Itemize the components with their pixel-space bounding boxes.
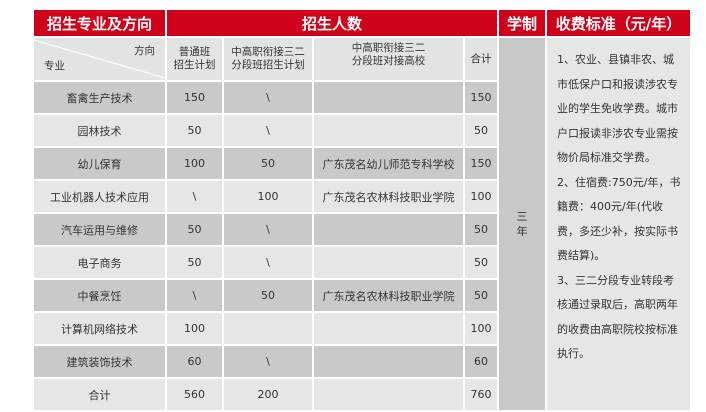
cell-college: 广东茂名农林科技职业学院 [312, 179, 465, 214]
cell-sanerfenduan: 50 [222, 278, 314, 313]
cell-sanerfenduan: \ [222, 113, 314, 148]
cell-total: 100 [463, 311, 499, 346]
cell-major: 工业机器人技术应用 [32, 179, 167, 214]
total-header: 合计 [463, 36, 499, 82]
cell-sanerfenduan: \ [222, 212, 314, 247]
regular-plan-header: 普通班 招生计划 [165, 36, 224, 82]
sanerfenduan-plan-header: 中高职衔接三二 分段班招生计划 [222, 36, 314, 82]
enrollment-table: 招生专业及方向 招生人数 学制 收费标准（元/年） 方向 专业 普通班 招生计划… [32, 8, 692, 412]
cell-regular: 560 [165, 377, 224, 412]
diagonal-header-cell: 方向 专业 [32, 36, 167, 82]
header-row: 招生专业及方向 招生人数 学制 收费标准（元/年） [32, 8, 692, 38]
cell-college [312, 311, 465, 346]
cell-total: 760 [463, 377, 499, 412]
cell-total: 150 [463, 80, 499, 115]
fee-standard-text: 1、农业、县镇非农、城市低保户口和报读涉农专业的学生免收学费。城市户口报读非涉农… [545, 36, 692, 412]
cell-major: 合计 [32, 377, 167, 412]
cell-major: 畜禽生产技术 [32, 80, 167, 115]
cell-sanerfenduan: 100 [222, 179, 314, 214]
cell-total: 50 [463, 278, 499, 313]
cell-college [312, 377, 465, 412]
cell-regular: 50 [165, 212, 224, 247]
cell-major: 中餐烹饪 [32, 278, 167, 313]
cell-college [312, 113, 465, 148]
table-row: 建筑装饰技术 60 \ 60 [32, 344, 691, 379]
cell-major: 汽车运用与维修 [32, 212, 167, 247]
cell-total: 100 [463, 179, 499, 214]
cell-major: 计算机网络技术 [32, 311, 167, 346]
cell-college [312, 80, 465, 115]
table-row: 工业机器人技术应用 \ 100 广东茂名农林科技职业学院 100 [32, 179, 691, 214]
cell-sanerfenduan: \ [222, 344, 314, 379]
cell-sanerfenduan: 50 [222, 146, 314, 181]
total-row: 合计 560 200 760 [32, 377, 691, 412]
cell-college [312, 344, 465, 379]
duration-cell: 三年 [497, 36, 547, 412]
table-row: 计算机网络技术 100 100 [32, 311, 691, 346]
cell-regular: 100 [165, 146, 224, 181]
cell-regular: 150 [165, 80, 224, 115]
cell-total: 60 [463, 344, 499, 379]
direction-label: 方向 [134, 45, 155, 57]
header-fees: 收费标准（元/年） [545, 8, 692, 38]
cell-major: 建筑装饰技术 [32, 344, 167, 379]
cell-sanerfenduan: \ [222, 80, 314, 115]
header-major-direction: 招生专业及方向 [32, 8, 167, 38]
cell-regular: 50 [165, 245, 224, 280]
cell-sanerfenduan: \ [222, 245, 314, 280]
cell-major: 幼儿保育 [32, 146, 167, 181]
subheader-row: 方向 专业 普通班 招生计划 中高职衔接三二 分段班招生计划 中高职衔接三二 分… [32, 36, 692, 412]
cell-college [312, 212, 465, 247]
cell-college [312, 245, 465, 280]
cell-sanerfenduan: 200 [222, 377, 314, 412]
partner-college-header: 中高职衔接三二 分段班对接高校 [312, 36, 465, 82]
cell-regular: \ [165, 179, 224, 214]
table-row: 电子商务 50 \ 50 [32, 245, 691, 280]
cell-regular: \ [165, 278, 224, 313]
cell-regular: 60 [165, 344, 224, 379]
cell-college: 广东茂名农林科技职业学院 [312, 278, 465, 313]
major-label: 专业 [44, 60, 65, 72]
cell-total: 150 [463, 146, 499, 181]
table-row: 汽车运用与维修 50 \ 50 [32, 212, 691, 247]
table-row: 园林技术 50 \ 50 [32, 113, 691, 148]
cell-major: 园林技术 [32, 113, 167, 148]
cell-sanerfenduan [222, 311, 314, 346]
header-enrollment: 招生人数 [165, 8, 499, 38]
cell-regular: 100 [165, 311, 224, 346]
cell-regular: 50 [165, 113, 224, 148]
table-row: 畜禽生产技术 150 \ 150 [32, 80, 691, 115]
cell-major: 电子商务 [32, 245, 167, 280]
table-row: 幼儿保育 100 50 广东茂名幼儿师范专科学校 150 [32, 146, 691, 181]
cell-college: 广东茂名幼儿师范专科学校 [312, 146, 465, 181]
cell-total: 50 [463, 113, 499, 148]
cell-total: 50 [463, 212, 499, 247]
table-row: 中餐烹饪 \ 50 广东茂名农林科技职业学院 50 [32, 278, 691, 313]
cell-total: 50 [463, 245, 499, 280]
header-duration: 学制 [497, 8, 547, 38]
